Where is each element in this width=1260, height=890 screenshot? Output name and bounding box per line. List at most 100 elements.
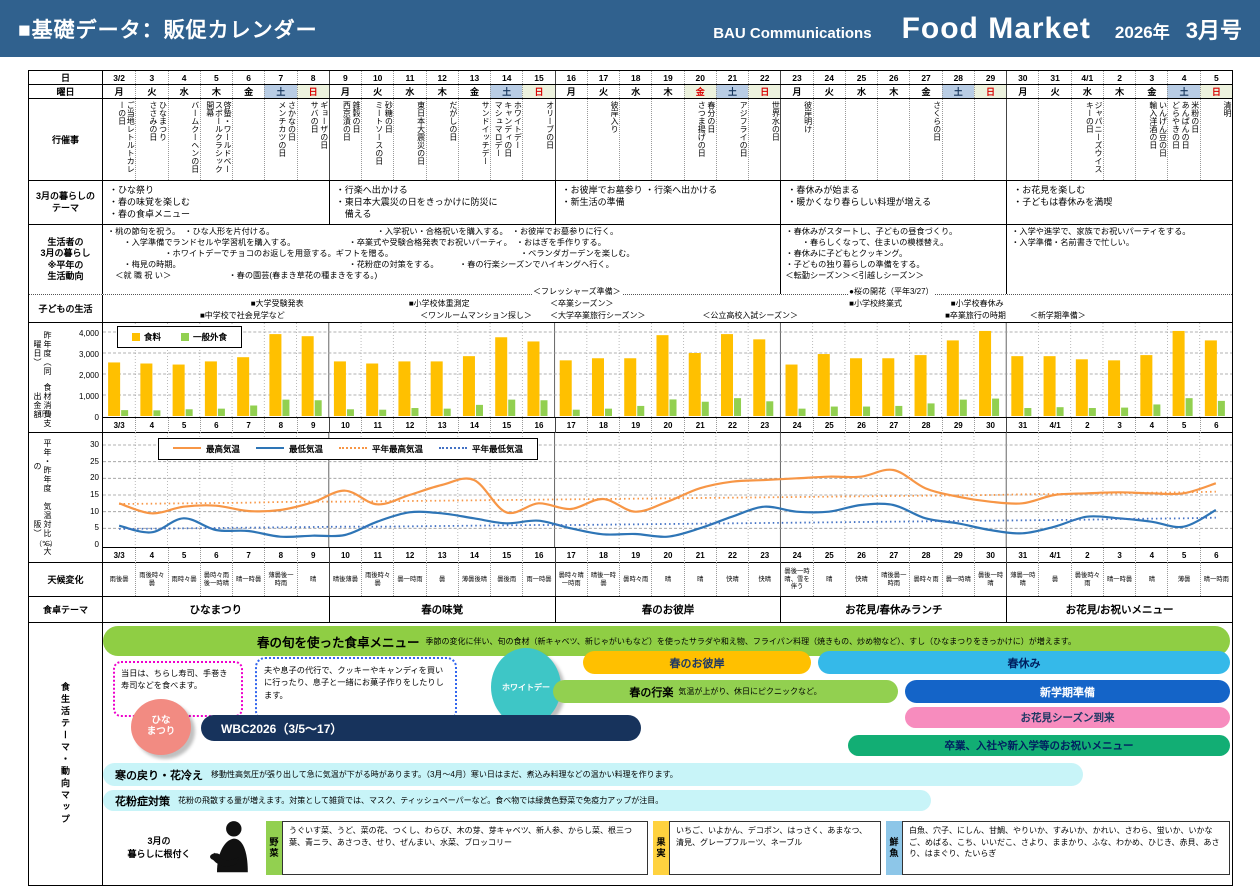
line-plot: 最高気温 最低気温 平年最高気温 平年最低気温: [103, 433, 1232, 547]
kids-annotation: ■小学校終業式: [848, 298, 903, 309]
weather-cell: 薄曇: [1167, 563, 1199, 596]
date-cell: 10: [361, 71, 393, 84]
high-temp-line-sample: [173, 447, 201, 449]
x-axis-label: 4/1: [1038, 548, 1070, 563]
kids-annotation: ＜フレッシャーズ準備＞: [532, 286, 622, 297]
date-cell: 20: [683, 71, 716, 84]
events-row: 行催事 ご当地レトルトカレーの日 ひなまつり ささみの日 バームクーヘンの日 啓蟄・ワー…: [29, 99, 1232, 181]
kids-row: 子どもの生活 ＜フレッシャーズ準備＞ ●桜の開花（平年3/27） ■大学受験発表 ■小…: [29, 286, 1232, 323]
weekday-row-label: 曜日: [29, 85, 103, 98]
y-axis-tick: 20: [90, 473, 99, 483]
x-axis-label: 5: [167, 418, 200, 433]
weekday-cell: 日: [1199, 85, 1232, 98]
x-axis-label: 21: [683, 418, 716, 433]
weather-cell: 晴: [1135, 563, 1167, 596]
weather-cell: 曇一時雨: [393, 563, 425, 596]
dineout-legend-swatch: [181, 333, 190, 341]
weather-cell: 曇後一時晴、雪を伴う: [780, 563, 812, 596]
event-cell: 彼岸明け: [780, 99, 813, 180]
date-cell: 8: [296, 71, 329, 84]
event-cell: 清明: [1199, 99, 1232, 180]
weekday-cell: 水: [1070, 85, 1103, 98]
x-axis-label: 12: [393, 548, 425, 563]
x-axis-label: 28: [909, 418, 941, 433]
x-axis-label: 23: [748, 548, 780, 563]
weather-cell: 雨後時々曇: [361, 563, 393, 596]
date-cell: 6: [232, 71, 264, 84]
lifestyle-block: ・桃の節句を祝う。 ・ひな人形を片付ける。 ・入学祝い・合格祝いを購入する。 ・…: [107, 227, 635, 280]
x-axis-label: 26: [844, 548, 877, 563]
weather-cell: 薄曇後晴: [457, 563, 490, 596]
event-text: どらやきの日: [1171, 101, 1181, 149]
date-cell: 28: [941, 71, 974, 84]
event-text: アジフライの日: [739, 101, 749, 157]
table-theme-cell: ひなまつり: [189, 604, 243, 616]
temperature-axis-title: 平年・昨年度の 気温対比（大阪）: [33, 439, 52, 556]
x-axis-label: 17: [554, 548, 587, 563]
event-cell: ひなまつり ささみの日: [135, 99, 168, 180]
y-axis-tick: 0: [94, 413, 99, 422]
wbc-pill: WBC2026（3/5～17）: [201, 715, 641, 741]
event-text: オリーブの日: [545, 101, 555, 149]
temperature-x-labels: 3/3 4 5 6 7 8 9 10 11 12 13 14 15 16 17 18 19 20 21 22 23 24 2…: [103, 547, 1232, 563]
weekday-cell: 水: [619, 85, 651, 98]
date-cell: 3: [135, 71, 167, 84]
weekday-cell: 月: [554, 85, 587, 98]
event-text: ジャパニーズウイスキーの日: [1085, 101, 1103, 173]
event-text: いんげん豆の日: [1158, 101, 1168, 157]
lifestyle-block: ・春休みがスタートし、子どもの昼食づくり。 ・春らしくなって、住まいの模様替え。…: [780, 225, 1006, 294]
x-axis-label: 27: [877, 418, 909, 433]
y-axis-tick: 10: [90, 506, 99, 516]
x-axis-label: 31: [1006, 548, 1038, 563]
weather-cell: 晴: [812, 563, 845, 596]
march-life-rooted-label: 3月の 暮らしに根付く: [127, 836, 191, 859]
week-theme-cell: ・ひな祭り ・春の味覚を楽しむ ・春の食卓メニュー: [109, 185, 191, 220]
x-axis-label: 23: [748, 418, 780, 433]
event-text: さつま揚げの日: [697, 101, 707, 157]
event-text: ひなまつり: [158, 101, 168, 141]
header-right: BAU Communications Food Market 2026年 3月号: [713, 12, 1242, 46]
weather-cell: 曇後雨: [490, 563, 522, 596]
event-text: さくらの日: [932, 101, 942, 141]
weather-cell: 曇時々晴一時雨: [554, 563, 587, 596]
temperature-chart-row: 平年・昨年度の 気温対比（大阪） （℃） 0 5 10 15 20 25 30 最高気温 最…: [29, 433, 1232, 563]
weather-cell: 晴: [683, 563, 716, 596]
page-title: ■基礎データ：販促カレンダー: [18, 18, 318, 42]
weekday-cell: 土: [264, 85, 297, 98]
event-cells: ご当地レトルトカレーの日 ひなまつり ささみの日 バームクーヘンの日 啓蟄・ワールドベー…: [103, 99, 1232, 180]
event-cell: [554, 99, 587, 180]
event-cell: 春分の日 さつま揚げの日: [683, 99, 716, 180]
y-axis-tick: 2,000: [78, 371, 99, 380]
event-text: メンチカツの日: [277, 101, 287, 157]
weather-cell: 快晴: [715, 563, 748, 596]
date-cell: 3: [1135, 71, 1167, 84]
event-cell: [651, 99, 683, 180]
kids-annotation: ■小学校体重測定: [407, 298, 471, 309]
x-axis-label: 21: [683, 548, 716, 563]
x-axis-label: 12: [393, 418, 425, 433]
kids-annotation: ■中学校で社会見学など: [198, 310, 286, 321]
event-cell: オリーブの日: [522, 99, 555, 180]
event-cell: 砂糖の日 ミートソースの日: [361, 99, 393, 180]
weekday-cell: 火: [812, 85, 845, 98]
weather-cell: 雨後曇: [109, 575, 129, 583]
weekday-cell: 金: [909, 85, 941, 98]
weather-cell: 晴: [296, 563, 329, 596]
event-cell: [619, 99, 651, 180]
weekday-cell: 月: [780, 85, 812, 98]
lifestyle-blocks: ・桃の節句を祝う。 ・ひな人形を片付ける。 ・入学祝い・合格祝いを購入する。 ・…: [103, 225, 1232, 294]
y-axis-tick: 25: [90, 456, 99, 466]
low-temp-line-sample: [256, 447, 285, 449]
event-cell: [844, 99, 877, 180]
event-cell: いんげん豆の日 輸入洋酒の日: [1135, 99, 1167, 180]
kids-annotation: ＜大学卒業旅行シーズン＞: [548, 310, 647, 321]
event-cell: 雑穀の日 西京漬の日: [328, 99, 362, 180]
kids-annotation: ■小学校春休み: [949, 298, 1005, 309]
weekday-cell: 月: [328, 85, 361, 98]
date-cell: 3/2: [113, 72, 126, 83]
x-axis-label: 31: [1006, 418, 1038, 433]
date-cell: 5: [199, 71, 232, 84]
weather-cell: 曇時々雨: [619, 563, 651, 596]
event-cell: [877, 99, 909, 180]
event-text: 雑穀の日: [352, 101, 362, 133]
